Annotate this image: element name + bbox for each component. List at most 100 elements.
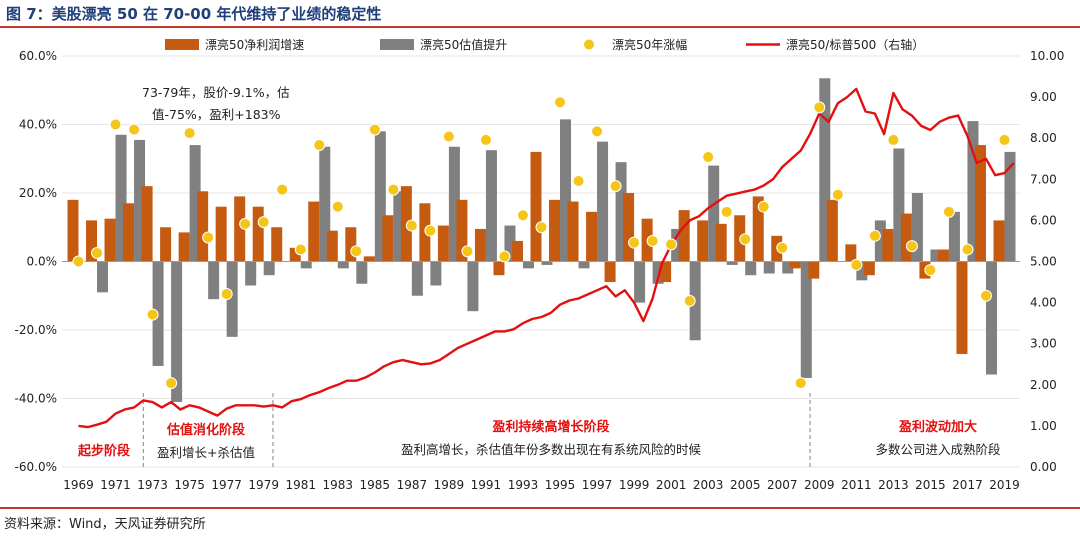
annual-return-point xyxy=(405,219,418,232)
profit-growth-bar xyxy=(474,228,486,262)
profit-growth-bar xyxy=(326,230,338,262)
profit-growth-bar xyxy=(104,218,116,262)
profit-growth-bar xyxy=(511,240,523,262)
profit-growth-bar xyxy=(567,201,579,262)
profit-growth-bar xyxy=(178,232,190,262)
valuation-change-bar xyxy=(504,225,516,262)
annual-return-point xyxy=(442,130,455,143)
callout-line-2: 值-75%，盈利+183% xyxy=(152,107,281,122)
profit-growth-bar xyxy=(678,210,690,262)
valuation-change-bar xyxy=(115,134,127,262)
valuation-change-bar xyxy=(226,261,238,337)
y-left-tick-label: -20.0% xyxy=(15,323,57,337)
annual-return-point xyxy=(868,229,881,242)
valuation-change-bar xyxy=(930,249,942,262)
profit-growth-bar xyxy=(974,145,986,262)
y-right-tick-label: 0.00 xyxy=(1030,460,1057,474)
phase-title-volatility: 盈利波动加大 xyxy=(898,419,977,435)
legend-swatch-return xyxy=(584,39,594,50)
annual-return-point xyxy=(646,234,659,247)
annual-return-point xyxy=(887,133,900,146)
y-axis-right: 10.00 9.00 8.00 7.00 6.00 5.00 4.00 3.00 2.00 1.0… xyxy=(1030,49,1064,474)
annotations: 73-79年，股价-9.1%，估值-75%，盈利+183%起步阶段估值消化阶段盈… xyxy=(77,85,1001,460)
profit-growth-bar xyxy=(530,151,542,262)
legend-label: 漂亮50/标普500（右轴） xyxy=(786,37,924,52)
valuation-change-bar xyxy=(411,261,423,296)
phase-title-valuation-digestion: 估值消化阶段 xyxy=(166,422,245,438)
y-left-tick-label: 20.0% xyxy=(19,186,57,200)
valuation-change-bar xyxy=(856,261,868,281)
legend-label: 漂亮50年涨幅 xyxy=(612,37,687,52)
x-axis: 1969 1971 1973 1975 1977 1979 1981 1983 1985 1987… xyxy=(63,478,1020,492)
annual-return-point xyxy=(720,205,733,218)
valuation-change-bar xyxy=(97,261,109,293)
y-left-tick-label: 40.0% xyxy=(19,118,57,132)
annual-return-point xyxy=(239,217,252,230)
annual-return-point xyxy=(331,200,344,213)
profit-growth-bar xyxy=(67,199,79,262)
valuation-change-bar xyxy=(522,261,534,269)
x-tick-label: 2009 xyxy=(804,478,835,492)
profit-growth-bar xyxy=(623,193,635,262)
profit-growth-bar xyxy=(549,199,561,262)
phase-title-high-growth: 盈利持续高增长阶段 xyxy=(491,419,609,435)
annual-return-point xyxy=(479,133,492,146)
annual-return-point xyxy=(609,180,622,193)
valuation-change-bar xyxy=(374,131,386,262)
annual-return-point xyxy=(128,123,141,136)
x-tick-label: 2019 xyxy=(989,478,1020,492)
y-right-tick-label: 9.00 xyxy=(1030,90,1057,104)
x-tick-label: 2011 xyxy=(841,478,872,492)
profit-growth-bar xyxy=(715,223,727,262)
y-axis-left: 60.0% 40.0% 20.0% 0.0% -20.0% -40.0% -60.0% xyxy=(15,49,57,474)
profit-growth-bar xyxy=(808,261,820,279)
annual-return-point xyxy=(424,224,437,237)
valuation-change-bar xyxy=(967,121,979,262)
profit-growth-bar xyxy=(789,261,801,269)
valuation-change-bar xyxy=(467,261,479,312)
valuation-change-bar xyxy=(560,119,572,262)
valuation-change-bar xyxy=(597,141,609,262)
y-left-tick-label: 60.0% xyxy=(19,49,57,63)
phase-subtitle-valuation-digestion: 盈利增长+杀估值 xyxy=(157,445,255,460)
y-right-tick-label: 10.00 xyxy=(1030,49,1064,63)
valuation-change-bar xyxy=(171,261,183,402)
x-tick-label: 1999 xyxy=(619,478,650,492)
profit-growth-bar xyxy=(993,220,1005,262)
profit-growth-bar xyxy=(604,261,616,283)
y-right-tick-label: 2.00 xyxy=(1030,378,1057,392)
title-rule xyxy=(0,26,1080,28)
profit-growth-bar xyxy=(289,247,301,262)
valuation-change-bar xyxy=(948,211,960,262)
x-tick-label: 2007 xyxy=(767,478,798,492)
valuation-change-bar xyxy=(263,261,275,276)
annual-return-point xyxy=(905,240,918,253)
annual-return-point xyxy=(794,377,807,390)
profit-growth-bar xyxy=(586,211,598,262)
profit-growth-bar xyxy=(215,206,227,262)
profit-growth-bar xyxy=(956,261,968,354)
annual-return-point xyxy=(535,221,548,234)
annual-return-point xyxy=(202,231,215,244)
profit-growth-bar xyxy=(937,249,949,262)
valuation-change-bar xyxy=(578,261,590,269)
profit-growth-bar xyxy=(345,227,357,262)
profit-growth-bar xyxy=(271,227,283,262)
annual-return-point xyxy=(572,175,585,188)
annual-return-point xyxy=(942,205,955,218)
x-tick-label: 1995 xyxy=(545,478,576,492)
valuation-change-bar xyxy=(337,261,349,269)
annual-return-point xyxy=(165,377,178,390)
legend-label: 漂亮50估值提升 xyxy=(420,37,507,52)
legend-swatch-profit xyxy=(165,39,199,50)
x-tick-label: 1991 xyxy=(471,478,502,492)
x-tick-label: 1973 xyxy=(137,478,168,492)
annual-return-point xyxy=(591,125,604,138)
valuation-change-bar xyxy=(393,191,405,262)
annual-return-point xyxy=(554,96,567,109)
annual-return-point xyxy=(924,264,937,277)
annual-return-point xyxy=(628,236,641,249)
valuation-change-bar xyxy=(448,146,460,262)
annual-return-point xyxy=(461,245,474,258)
y-left-tick-label: -60.0% xyxy=(15,460,57,474)
